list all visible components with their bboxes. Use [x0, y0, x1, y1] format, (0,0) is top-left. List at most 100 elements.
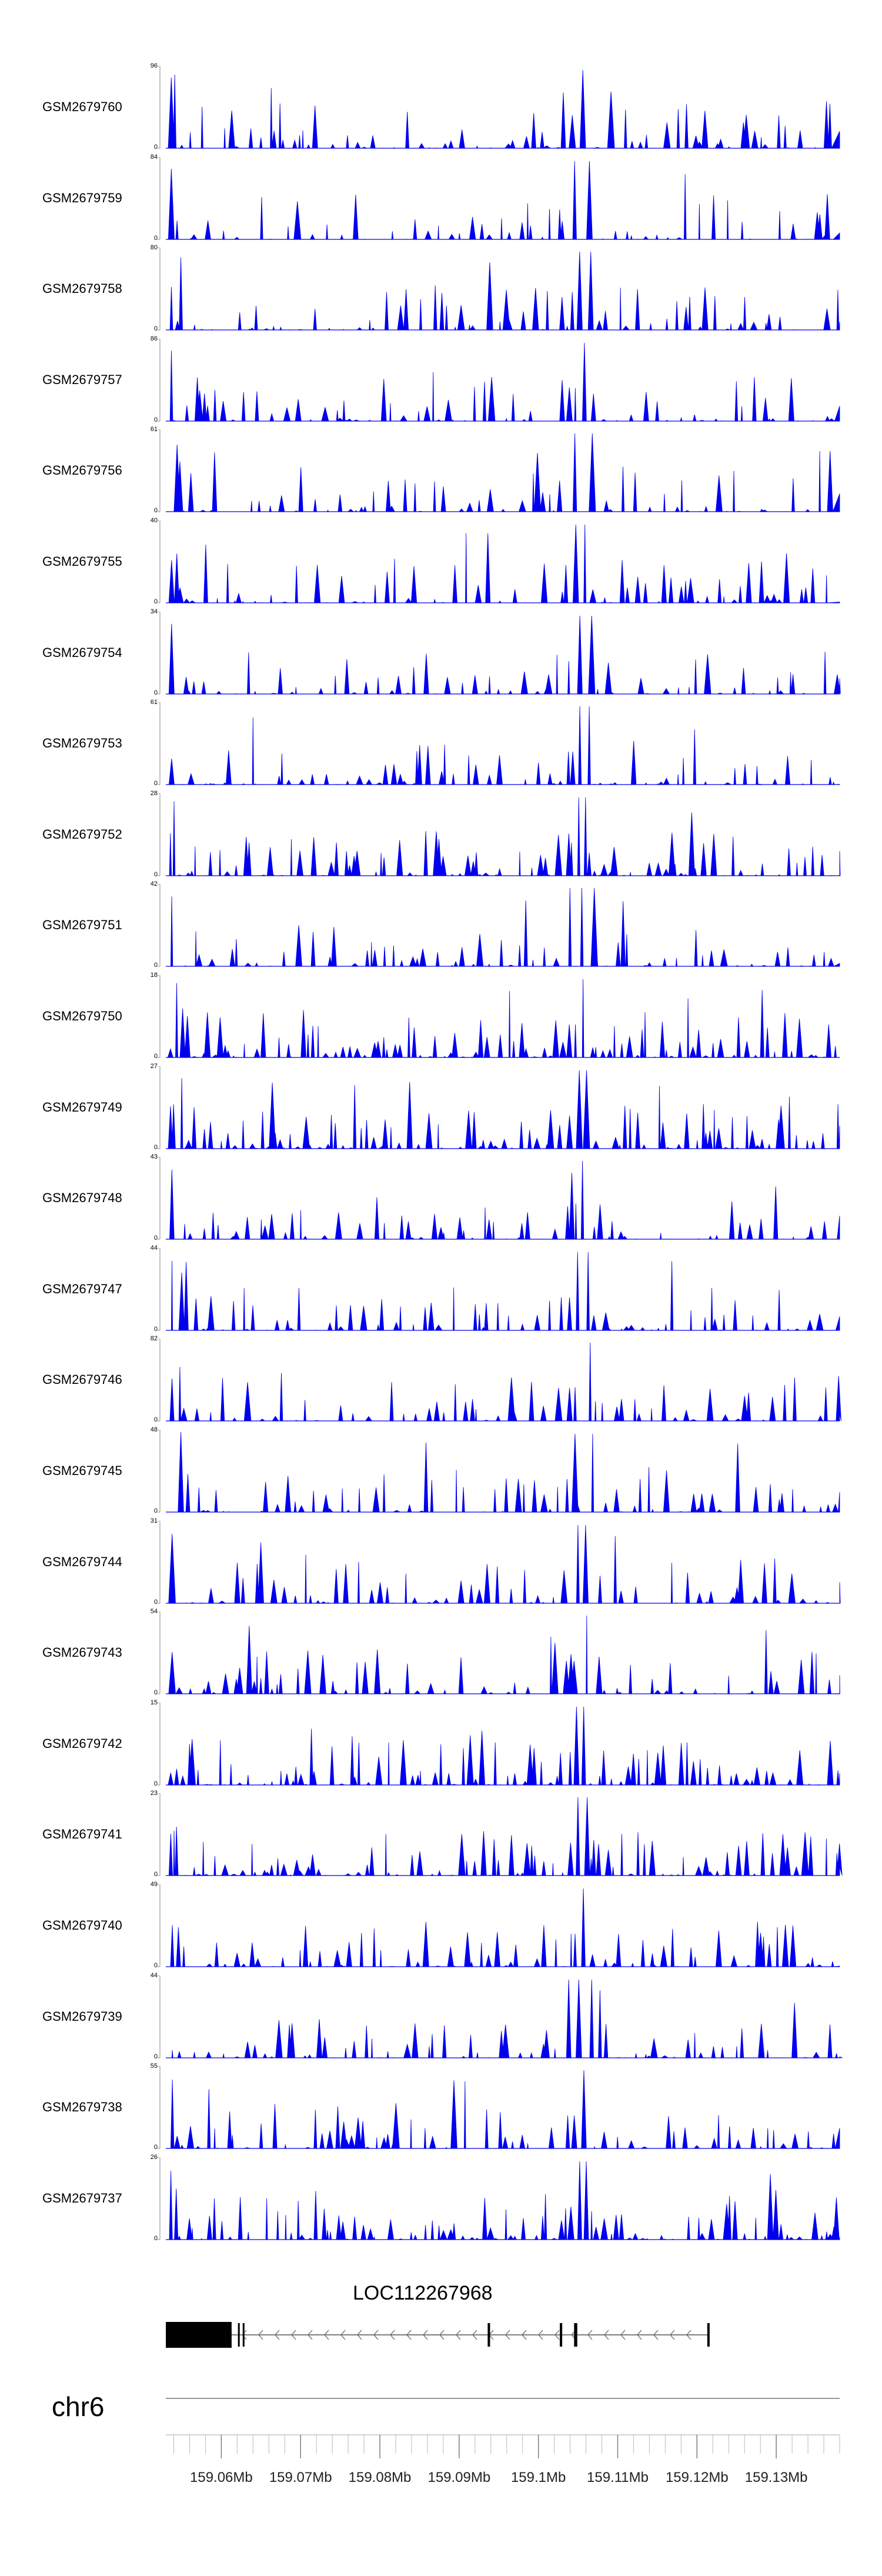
coverage-track	[158, 1430, 840, 1513]
coverage-area	[166, 433, 840, 512]
coverage-area	[166, 1070, 840, 1149]
coverage-track	[158, 1611, 840, 1694]
y-zero-label: 0	[153, 234, 158, 242]
y-zero-label: 0	[153, 1598, 158, 1606]
y-zero-label: 0	[153, 780, 158, 788]
y-max-label: 31	[150, 1517, 158, 1524]
y-zero-label: 0	[153, 1962, 158, 1969]
y-zero-label: 0	[153, 416, 158, 423]
strand-chevron-icon	[340, 2330, 346, 2340]
y-max-label: 44	[150, 1244, 158, 1252]
strand-chevron-icon	[670, 2330, 675, 2340]
y-zero-label: 0	[153, 1780, 158, 1787]
y-zero-label: 0	[153, 1507, 158, 1514]
sample-label: GSM2679758	[42, 281, 122, 296]
coverage-track	[158, 248, 840, 331]
coverage-area	[166, 69, 840, 149]
coverage-track	[158, 1975, 843, 2058]
sample-label: GSM2679743	[42, 1645, 122, 1660]
coverage-track	[158, 1157, 840, 1240]
y-zero-label: 0	[153, 1325, 158, 1333]
strand-chevron-icon	[258, 2330, 263, 2340]
coverage-area	[166, 1706, 840, 1786]
strand-chevron-icon	[373, 2330, 379, 2340]
coverage-area	[166, 1979, 843, 2058]
y-zero-label: 0	[153, 2144, 158, 2151]
y-zero-label: 0	[153, 689, 158, 696]
coverage-track	[158, 1247, 840, 1331]
y-max-label: 27	[150, 1062, 158, 1070]
y-max-label: 55	[150, 2063, 158, 2070]
y-max-label: 40	[150, 517, 158, 524]
gene-exon	[560, 2323, 563, 2347]
coverage-area	[166, 1161, 840, 1240]
y-max-label: 96	[150, 62, 158, 69]
strand-chevron-icon	[406, 2330, 412, 2340]
x-tick-label: 159.13Mb	[745, 2470, 808, 2485]
coverage-area	[166, 524, 840, 603]
y-zero-label: 0	[153, 1053, 158, 1060]
strand-chevron-icon	[554, 2330, 560, 2340]
sample-label: GSM2679749	[42, 1099, 122, 1115]
sample-label: GSM2679737	[42, 2190, 122, 2205]
sample-label: GSM2679742	[42, 1736, 122, 1751]
x-tick-label: 159.09Mb	[427, 2470, 490, 2485]
y-max-label: 44	[150, 1971, 158, 1979]
gene-label: LOC112267968	[353, 2282, 493, 2304]
sample-label: GSM2679760	[42, 99, 122, 114]
strand-chevron-icon	[439, 2330, 445, 2340]
y-max-label: 80	[150, 244, 158, 252]
strand-chevron-icon	[357, 2330, 362, 2340]
strand-chevron-icon	[472, 2330, 477, 2340]
strand-chevron-icon	[308, 2330, 313, 2340]
sample-label: GSM2679741	[42, 1827, 122, 1842]
x-tick-label: 159.11Mb	[587, 2470, 649, 2485]
y-zero-label: 0	[153, 870, 158, 878]
coverage-track	[158, 1884, 840, 1967]
y-max-label: 26	[150, 2153, 158, 2161]
coverage-track	[158, 702, 840, 785]
chromosome-label: chr6	[52, 2391, 105, 2422]
coverage-area	[166, 797, 841, 876]
coverage-track	[158, 520, 840, 603]
y-max-label: 86	[150, 335, 158, 342]
y-max-label: 23	[150, 1790, 158, 1797]
x-tick-label: 159.12Mb	[666, 2470, 729, 2485]
coverage-track	[158, 2157, 840, 2240]
strand-chevron-icon	[505, 2330, 510, 2340]
sample-label: GSM2679747	[42, 1281, 122, 1296]
coverage-track	[158, 1520, 841, 1604]
strand-chevron-icon	[291, 2330, 296, 2340]
gene-model	[166, 2322, 710, 2348]
strand-chevron-icon	[538, 2330, 543, 2340]
sample-label: GSM2679748	[42, 1190, 122, 1206]
coverage-area	[166, 979, 840, 1058]
strand-chevron-icon	[604, 2330, 609, 2340]
coverage-track	[158, 429, 840, 512]
sample-label: GSM2679740	[42, 1918, 122, 1933]
strand-chevron-icon	[423, 2330, 428, 2340]
y-zero-label: 0	[153, 2053, 158, 2060]
sample-label: GSM2679744	[42, 1554, 122, 1569]
y-max-label: 18	[150, 972, 158, 979]
sample-label: GSM2679739	[42, 2008, 122, 2024]
sample-label: GSM2679746	[42, 1372, 122, 1387]
coverage-track	[158, 2066, 840, 2149]
y-zero-label: 0	[153, 1416, 158, 1424]
coverage-area	[166, 1343, 841, 1422]
coverage-tracks: GSM2679760 96 0 GSM2679759 84 0 GSM2679758 80 0 G…	[42, 62, 843, 2242]
coverage-track	[158, 1339, 841, 1422]
coverage-area	[166, 252, 840, 331]
coverage-area	[166, 615, 841, 694]
coverage-track	[158, 611, 841, 695]
sample-label: GSM2679756	[42, 463, 122, 478]
x-tick-label: 159.07Mb	[269, 2470, 332, 2485]
sample-label: GSM2679752	[42, 826, 122, 842]
y-max-label: 28	[150, 789, 158, 797]
y-zero-label: 0	[153, 325, 158, 333]
coverage-area	[166, 1616, 840, 1694]
strand-chevron-icon	[522, 2330, 527, 2340]
coverage-track	[158, 975, 840, 1058]
gene-exon	[574, 2323, 577, 2347]
y-max-label: 54	[150, 1608, 158, 1616]
